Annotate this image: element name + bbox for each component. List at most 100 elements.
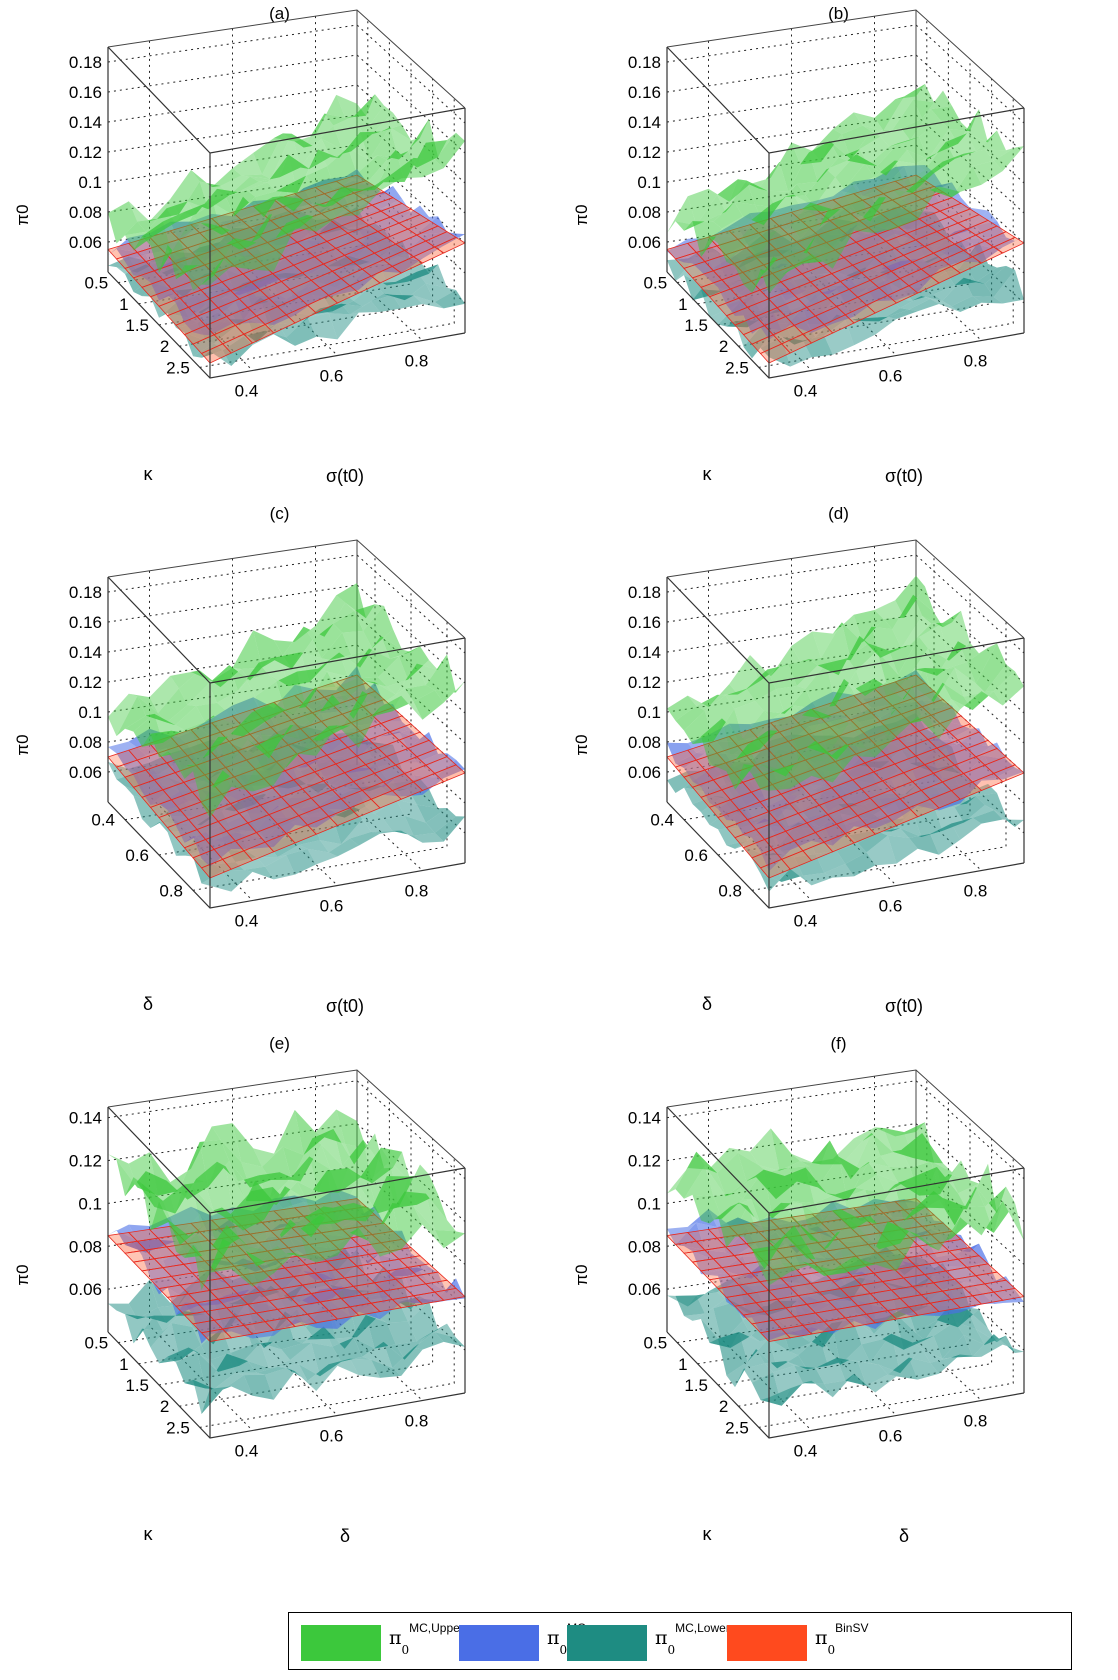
surface-patch [667,695,697,721]
surface-patch [270,1172,301,1182]
surface-patch [324,602,355,637]
surface-patch [205,238,236,276]
surface-patch [901,186,932,207]
surface-patch [404,815,435,836]
surface-patch [718,744,748,772]
surface-patch [243,834,274,849]
x-tick-label: 1 [678,295,687,314]
surface-patch [193,1379,223,1414]
surface-patch [279,154,310,178]
surface-patch [717,179,747,212]
surface-patch [302,1326,333,1347]
surface-patch [330,1169,361,1193]
grid-line [666,54,1025,154]
chart-legend: π0MC,Upper π0MC π0MC,Lower π0BinSV [288,1612,1072,1670]
surface-patch [921,1289,952,1308]
surface-patch [330,652,361,668]
surface-patch [687,694,718,707]
surface-patch [835,1187,865,1199]
surface-patch [434,132,465,169]
surface-patch [201,322,232,336]
surface-patch [209,734,240,755]
surface-patch [369,1161,399,1214]
surface-patch [162,1184,193,1221]
surface-patch [898,637,928,680]
surface-patch [336,94,366,118]
surface-patch [381,1147,411,1183]
surface-patch [125,755,155,776]
x-tick-label: 1 [119,1355,128,1374]
z-tick-label: 0.18 [628,583,661,602]
surface-patch [750,161,780,189]
surface-patch [348,737,378,760]
surface-patch [237,181,268,193]
surface-patch [684,221,714,231]
surface-patch [328,838,359,857]
surface-patch [940,197,970,210]
surface-patch [806,1295,837,1313]
surface-patch [975,793,1006,817]
surface-patch [297,1170,327,1200]
surface-patch [667,742,697,764]
surface-patch [713,255,743,272]
surface-patch [230,1191,261,1239]
box-edge [107,9,466,109]
surface-patch [154,1310,184,1331]
z-axis-label: π0 [13,1264,32,1285]
surface-patch [142,221,172,252]
surface-patch [260,1201,291,1251]
surface-patch [298,308,329,326]
grid-line [666,644,1025,744]
surface-patch [298,1364,329,1381]
surface-patch [874,600,905,619]
surface-patch [392,1203,423,1250]
surface-patch [802,1380,833,1398]
surface-patch [332,1337,363,1362]
surface-patch [369,208,399,233]
surface-patch [201,1207,231,1228]
surface-patch [752,256,782,293]
surface-patch [220,175,250,196]
surface-patch [345,1133,375,1165]
surface-patch [957,209,988,231]
y-axis-label: σ(t0) [885,466,923,486]
surface-patch [243,196,273,218]
surface-patch [142,1183,172,1231]
surface-patch [768,1212,799,1246]
surface-patch [176,1233,206,1258]
surface-patch [709,783,739,809]
surface-patch [933,1276,964,1290]
surface-patch [701,718,731,765]
surface-patch [392,775,423,797]
surface-patch [294,1109,325,1156]
surface-patch [307,313,338,340]
surface-patch [222,770,253,792]
surface-patch [859,1155,890,1169]
surface-patch [760,868,791,892]
surface-patch [246,182,277,197]
surface-patch [791,702,822,723]
surface-patch [348,1167,378,1214]
surface-patch [320,791,350,810]
surface-patch [267,154,298,193]
surface-patch [214,301,244,323]
surface-patch [781,337,812,367]
surface-patch [265,1319,295,1336]
z-tick-label: 0.1 [78,173,102,192]
surface-patch [336,582,366,619]
legend-label: π0MC,Lower [655,1621,730,1657]
surface-patch [852,177,883,197]
z-tick-label: 0.1 [637,173,661,192]
surface-patch [963,1334,994,1357]
surface-patch [930,298,961,312]
surface-patch [984,1276,1015,1304]
x-tick-label: 0.4 [650,811,674,830]
surface-patch [667,238,697,260]
surface-patch [142,1255,172,1280]
surface-patch [356,1254,387,1277]
surface-patch [904,586,934,618]
grid-line [107,584,466,684]
surface-patch [166,705,197,726]
surface-patch [810,202,841,227]
y-tick-label: 0.4 [794,382,818,401]
